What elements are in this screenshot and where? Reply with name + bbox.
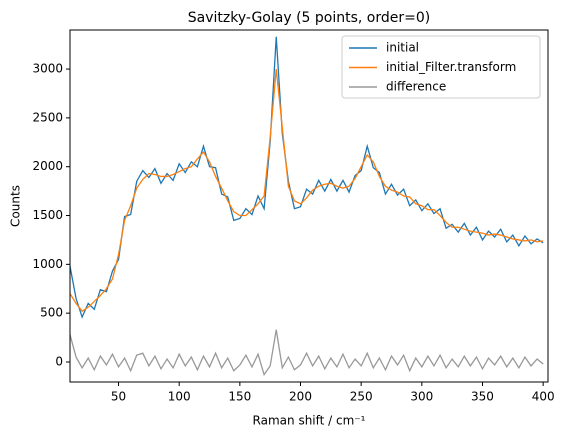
x-tick-label: 200 xyxy=(289,390,312,404)
x-axis-label: Raman shift / cm⁻¹ xyxy=(253,414,366,428)
plot-area xyxy=(70,36,544,377)
y-tick-label: 2500 xyxy=(32,110,63,124)
x-tick-label: 50 xyxy=(111,390,126,404)
x-tick-label: 150 xyxy=(228,390,251,404)
legend-label: initial_Filter.transform xyxy=(386,60,516,74)
x-tick-label: 100 xyxy=(168,390,191,404)
series-line xyxy=(70,329,544,377)
chart-title: Savitzky-Golay (5 points, order=0) xyxy=(188,10,430,26)
y-tick-label: 1500 xyxy=(32,208,63,222)
x-tick-label: 350 xyxy=(471,390,494,404)
legend-label: difference xyxy=(386,80,446,94)
x-tick-label: 300 xyxy=(410,390,433,404)
y-tick-label: 2000 xyxy=(32,159,63,173)
y-tick-label: 1000 xyxy=(32,257,63,271)
legend-label: initial xyxy=(386,41,419,55)
y-tick-label: 500 xyxy=(40,306,63,320)
y-axis-label: Counts xyxy=(9,185,23,227)
y-tick-label: 0 xyxy=(55,354,63,368)
legend-box xyxy=(341,35,541,99)
axes-frame xyxy=(69,29,549,383)
x-tick-label: 400 xyxy=(532,390,555,404)
y-tick-label: 3000 xyxy=(32,62,63,76)
series-line xyxy=(70,68,544,313)
x-tick-label: 250 xyxy=(350,390,373,404)
series-line xyxy=(70,36,544,319)
